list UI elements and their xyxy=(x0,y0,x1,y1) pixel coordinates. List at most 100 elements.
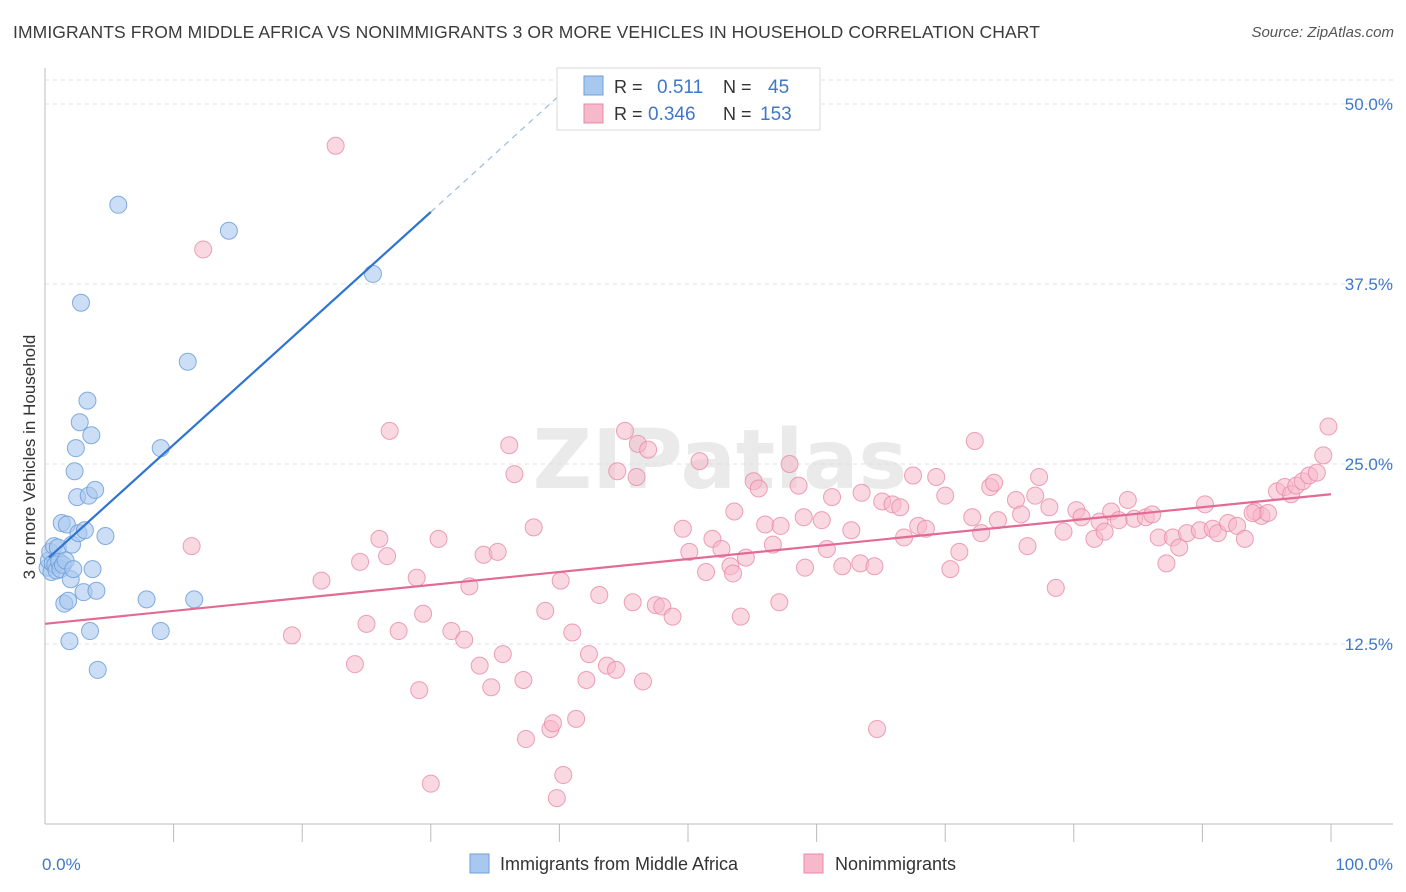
nonimmigrants-point xyxy=(771,516,790,535)
nonimmigrants-point xyxy=(1095,522,1114,541)
nonimmigrants-point xyxy=(833,557,852,576)
nonimmigrants-point xyxy=(357,614,376,633)
nonimmigrants-point xyxy=(577,671,596,689)
y-tick-label: 50.0% xyxy=(1345,95,1393,114)
nonimmigrants-point xyxy=(1118,491,1137,509)
nonimmigrants-point xyxy=(194,240,213,259)
nonimmigrants-point xyxy=(756,515,775,534)
nonimmigrants-point xyxy=(823,488,842,507)
legend-swatch-immigrants xyxy=(469,853,490,874)
nonimmigrants-point xyxy=(731,607,750,626)
middle-africa-point xyxy=(70,413,89,432)
nonimmigrants-point xyxy=(590,586,609,605)
nonimmigrants-point xyxy=(282,626,301,645)
nonimmigrants-point xyxy=(817,539,836,558)
nonimmigrants-point xyxy=(763,535,782,554)
nonimmigrants-point xyxy=(326,136,345,155)
nonimmigrants-point xyxy=(812,511,831,530)
nonimmigrants-point xyxy=(1243,503,1262,522)
nonimmigrants-point xyxy=(842,521,861,540)
nonimmigrants-point xyxy=(414,604,433,623)
nonimmigrants-point xyxy=(627,467,646,486)
nonimmigrants-point xyxy=(1046,578,1065,597)
nonimmigrants-point xyxy=(1072,508,1091,527)
grid-layer xyxy=(45,79,1393,645)
middle-africa-point xyxy=(72,293,91,312)
nonimmigrants-point xyxy=(536,601,555,620)
middle-africa-point xyxy=(151,622,170,641)
nonimmigrants-point xyxy=(1314,446,1333,465)
nonimmigrants-point xyxy=(410,681,429,700)
legend-swatch-nonimmigrants xyxy=(803,853,824,874)
nonimmigrants-point xyxy=(789,476,808,495)
nonimmigrants-point xyxy=(567,709,586,728)
nonimmigrants-point xyxy=(1157,554,1176,573)
nonimmigrants-point xyxy=(724,564,743,583)
nonimmigrants-point xyxy=(615,421,634,440)
blue-swatch xyxy=(583,75,604,96)
nonimmigrants-point xyxy=(608,462,627,481)
y-tick-label: 25.0% xyxy=(1345,455,1393,474)
nonimmigrants-point xyxy=(916,519,935,538)
middle-africa-point xyxy=(185,590,204,609)
axis-layer xyxy=(44,68,1393,842)
nonimmigrants-point xyxy=(345,655,364,674)
middle-africa-point xyxy=(66,439,85,458)
nonimmigrants-point xyxy=(1012,505,1031,524)
x-tick-label: 0.0% xyxy=(42,855,81,874)
nonimmigrants-point xyxy=(524,518,543,537)
y-tick-label: 37.5% xyxy=(1345,275,1393,294)
nonimmigrants-point xyxy=(543,714,562,733)
nonimmigrants-point xyxy=(429,529,448,548)
nonimmigrants-point xyxy=(796,558,815,577)
nonimmigrants-point xyxy=(1054,522,1073,541)
nonimmigrants-point xyxy=(972,524,991,543)
middle-africa-point xyxy=(78,391,97,410)
nonimmigrants-point xyxy=(351,552,370,571)
nonimmigrants-point xyxy=(794,508,813,527)
nonimmigrants-point xyxy=(852,483,871,502)
y-axis-title: 3 or more Vehicles in Household xyxy=(20,335,39,580)
middle-africa-point xyxy=(81,622,100,641)
nonimmigrants-point xyxy=(1170,538,1189,557)
nonimmigrants-point xyxy=(950,542,969,561)
nonimmigrants-point xyxy=(891,498,910,517)
nonimmigrants-point xyxy=(868,719,887,738)
legend-label-nonimmigrants: Nonimmigrants xyxy=(835,854,956,874)
nonimmigrants-point xyxy=(865,557,884,576)
nonimmigrants-points xyxy=(182,136,1338,808)
middle-africa-point xyxy=(86,480,105,499)
nonimmigrants-point xyxy=(606,660,625,679)
chart-title: IMMIGRANTS FROM MIDDLE AFRICA VS NONIMMI… xyxy=(13,22,1040,42)
r-label-1: R = xyxy=(614,77,643,97)
n-label-2: N = xyxy=(723,104,752,124)
nonimmigrants-point xyxy=(985,473,1004,492)
nonimmigrants-point xyxy=(551,571,570,590)
nonimmigrants-point xyxy=(623,593,642,612)
middle-africa-point xyxy=(82,426,101,445)
middle-africa-point xyxy=(60,632,79,651)
nonimmigrants-point xyxy=(579,645,598,664)
nonimmigrants-point xyxy=(639,440,658,459)
x-tick-label: 100.0% xyxy=(1335,855,1393,874)
nonimmigrants-point xyxy=(378,547,397,566)
nonimmigrants-point xyxy=(547,789,566,808)
nonimmigrants-point xyxy=(936,486,955,505)
nonimmigrants-trendline xyxy=(44,493,1332,625)
nonimmigrants-point xyxy=(712,539,731,558)
nonimmigrants-point xyxy=(1030,467,1049,486)
nonimmigrants-point xyxy=(690,452,709,471)
r-label-2: R = xyxy=(614,104,643,124)
n-label-1: N = xyxy=(723,77,752,97)
nonimmigrants-point xyxy=(1143,505,1162,524)
nonimmigrants-point xyxy=(633,672,652,691)
n-value-2: 153 xyxy=(760,104,792,125)
nonimmigrants-point xyxy=(500,436,519,455)
nonimmigrants-point xyxy=(380,421,399,440)
nonimmigrants-point xyxy=(493,645,512,664)
middle-africa-point xyxy=(65,462,84,481)
stats-legend-box: R = 0.511 N = 45 R = 0.346 N = 153 xyxy=(556,67,821,131)
nonimmigrants-point xyxy=(370,529,389,548)
nonimmigrants-point xyxy=(749,479,768,498)
middle-africa-point xyxy=(109,195,128,214)
